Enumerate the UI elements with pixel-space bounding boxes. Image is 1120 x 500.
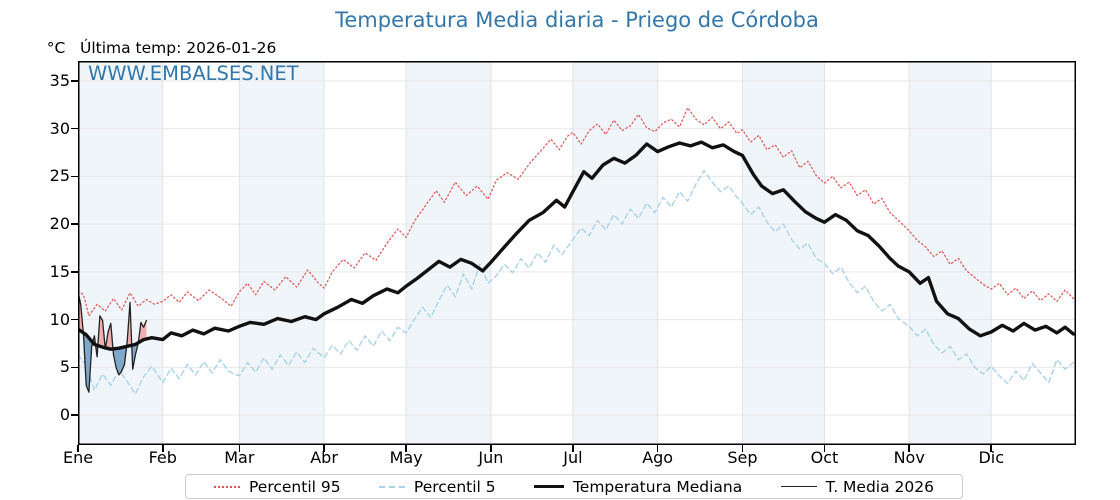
x-axis-tick xyxy=(323,445,325,452)
y-axis-tick-label: 5 xyxy=(59,357,70,377)
legend-item-percentil-95: Percentil 95 xyxy=(214,478,341,496)
y-axis-tick xyxy=(71,80,78,82)
y-axis-tick xyxy=(71,318,78,321)
x-axis-month-label: Jul xyxy=(563,448,583,467)
legend-swatch xyxy=(378,485,405,488)
y-axis-tick xyxy=(71,127,78,130)
legend-label: Percentil 5 xyxy=(413,477,496,496)
x-axis-month-label: Dic xyxy=(978,448,1005,467)
y-axis-tick-label: 30 xyxy=(49,118,70,138)
x-axis-month-label: May xyxy=(389,448,423,467)
x-axis-tick xyxy=(405,445,407,452)
y-axis-tick-label: 0 xyxy=(59,405,70,424)
x-axis-tick xyxy=(741,445,744,452)
x-axis-month-label: Oct xyxy=(810,448,839,467)
y-axis-tick xyxy=(71,175,78,178)
x-axis-tick xyxy=(490,445,492,452)
y-axis-tick-label: 20 xyxy=(49,214,70,234)
legend-label: Temperatura Mediana xyxy=(572,477,743,496)
y-axis-unit-label: °C xyxy=(46,39,66,57)
x-axis-tick xyxy=(908,445,910,452)
x-axis-month-label: Ago xyxy=(642,448,674,467)
y-axis-tick-label: 10 xyxy=(49,309,70,329)
legend-label: T. Media 2026 xyxy=(825,477,934,496)
y-axis-tick-label: 15 xyxy=(49,261,70,281)
x-axis-tick xyxy=(823,445,826,452)
y-axis-tick-label: 25 xyxy=(49,166,70,186)
x-axis-month-label: Sep xyxy=(727,448,758,467)
chart-canvas xyxy=(78,61,1076,445)
legend-swatch xyxy=(214,485,240,488)
legend: Percentil 95 Percentil 5 Temperatura Media… xyxy=(185,474,963,499)
x-axis-tick xyxy=(162,445,164,452)
x-axis-tick xyxy=(77,445,79,452)
y-axis-tick xyxy=(71,271,78,273)
legend-item-percentil-5: Percentil 5 xyxy=(378,477,496,496)
x-axis-tick xyxy=(990,445,992,452)
y-axis-tick xyxy=(71,414,78,416)
x-axis-tick xyxy=(238,445,241,452)
x-axis-month-label: Ene xyxy=(62,448,94,467)
legend-swatch xyxy=(533,484,564,489)
y-axis-tick xyxy=(71,223,78,225)
x-axis-tick xyxy=(572,445,574,452)
x-axis-month-label: Nov xyxy=(893,448,925,467)
watermark-text: WWW.EMBALSES.NET xyxy=(88,62,299,85)
chart-title: Temperatura Media diaria - Priego de Cór… xyxy=(335,8,819,32)
legend-item-temperatura-mediana: Temperatura Mediana xyxy=(533,477,743,496)
legend-swatch xyxy=(780,485,817,488)
y-axis-tick xyxy=(71,366,78,369)
x-axis-month-label: Abr xyxy=(310,448,338,467)
legend-label: Percentil 95 xyxy=(249,477,341,496)
x-axis-month-label: Jun xyxy=(478,448,504,467)
x-axis-month-label: Mar xyxy=(224,448,255,467)
x-axis-month-label: Feb xyxy=(148,448,177,467)
last-temp-label: Última temp: 2026-01-26 xyxy=(80,39,277,57)
legend-item-t-media-2026: T. Media 2026 xyxy=(780,477,934,496)
y-axis-tick-label: 35 xyxy=(49,70,70,90)
x-axis-tick xyxy=(656,445,659,452)
